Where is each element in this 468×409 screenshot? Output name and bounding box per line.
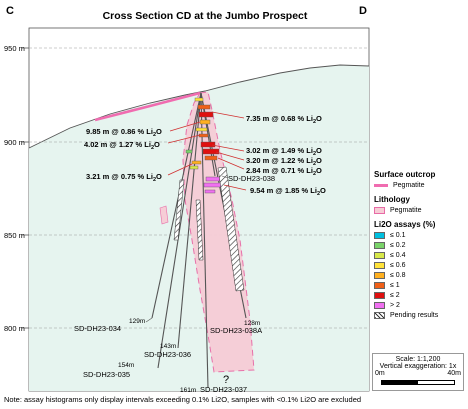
drillhole-label-036: SD-DH23-036 (144, 350, 191, 359)
elevation-label-800: 800 m (4, 324, 25, 333)
legend-lithology-row: Pegmatite (374, 205, 464, 215)
legend-assay-title: Li2O assays (%) (374, 220, 436, 229)
legend-assay-list: ≤ 0.1 ≤ 0.2 ≤ 0.4 ≤ 0.6 ≤ 0.8 ≤ 1 ≤ 2 > 2 Pendin… (372, 230, 464, 320)
surface-outcrop-pegmatite (94, 91, 201, 122)
assay-histograms (185, 97, 227, 194)
drillhole-label-038: SD-DH23-038 (228, 174, 275, 183)
legend-assay-row: ≤ 0.2 (374, 240, 464, 250)
assay-label: Pending results (390, 311, 439, 319)
intercept-label-4: 3.02 m @ 1.49 % Li2O (246, 146, 322, 157)
assay-swatch (374, 261, 385, 269)
drillhole-depth-036: 143m (160, 343, 176, 350)
drillhole-trace-035 (157, 92, 202, 369)
assay-label: > 2 (390, 301, 400, 309)
vertical-exaggeration: Vertical exaggeration: 1x (379, 363, 457, 370)
scale-box: Scale: 1:1,200 Vertical exaggeration: 1x… (372, 353, 464, 391)
legend-assay-row: > 2 (374, 300, 464, 310)
legend-surface-item: Pegmatite (393, 181, 425, 189)
intercept-label-8: 9.54 m @ 1.85 % Li2O (250, 186, 326, 197)
legend-assay-row: ≤ 0.8 (374, 270, 464, 280)
assay-swatch (374, 271, 385, 279)
legend-surface-title: Surface outcrop (374, 170, 436, 179)
footnote: Note: assay histograms only display inte… (4, 395, 362, 404)
assay-label: ≤ 0.2 (390, 241, 406, 249)
page-title: Cross Section CD at the Jumbo Prospect (102, 10, 308, 22)
drillhole-depth-037: 161m (180, 387, 196, 394)
drillhole-depth-035: 154m (118, 362, 134, 369)
assay-swatch (374, 241, 385, 249)
assay-label: ≤ 0.8 (390, 271, 406, 279)
scale-tick-end: 40m (447, 370, 461, 377)
drillhole-depth-038a: 128m (244, 320, 260, 327)
legend-lithology-title: Lithology (374, 195, 410, 204)
scale-bar: 0m 40m (373, 370, 463, 385)
assay-swatch (374, 251, 385, 259)
legend-lithology-item: Pegmatite (390, 206, 422, 214)
scale-tick-start: 0m (375, 370, 385, 377)
intercept-label-3: 4.02 m @ 1.27 % Li2O (84, 140, 160, 151)
assay-swatch (374, 291, 385, 299)
elevation-label-950: 950 m (4, 44, 25, 53)
drillhole-depth-034: 129m (129, 318, 145, 325)
section-start-label: C (6, 5, 14, 17)
drillhole-trace-034 (151, 92, 202, 319)
elevation-label-900: 900 m (4, 138, 25, 147)
drillhole-label-034: SD-DH23-034 (74, 324, 121, 333)
elevation-label-850: 850 m (4, 231, 25, 240)
assay-label: ≤ 1 (390, 281, 400, 289)
legend-assay-row: ≤ 0.1 (374, 230, 464, 240)
legend-surface-row: Pegmatite (374, 180, 464, 190)
unknown-extent-mark: ? (223, 374, 229, 386)
pending-results-intervals (173, 166, 245, 292)
assay-swatch (374, 301, 385, 309)
section-end-label: D (359, 5, 367, 17)
assay-label: ≤ 0.6 (390, 261, 406, 269)
legend-assay-row: Pending results (374, 310, 464, 320)
intercept-label-1: 7.35 m @ 0.68 % Li2O (246, 114, 322, 125)
assay-label: ≤ 0.1 (390, 231, 406, 239)
legend: Surface outcrop Pegmatite Lithology Pegm… (372, 168, 464, 320)
outcrop-swatch (374, 183, 388, 187)
legend-assay-row: ≤ 0.6 (374, 260, 464, 270)
legend-assay-row: ≤ 1 (374, 280, 464, 290)
drillhole-label-037: SD-DH23-037 (200, 385, 247, 394)
intercept-label-6: 2.84 m @ 0.71 % Li2O (246, 166, 322, 177)
legend-assay-row: ≤ 2 (374, 290, 464, 300)
scale-bar-graphic (381, 380, 455, 385)
drillhole-label-035: SD-DH23-035 (83, 370, 130, 379)
assay-label: ≤ 0.4 (390, 251, 406, 259)
assay-swatch (374, 231, 385, 239)
pegmatite-swatch (374, 206, 385, 214)
intercept-label-7: 3.21 m @ 0.75 % Li2O (86, 172, 162, 183)
legend-assay-row: ≤ 0.4 (374, 250, 464, 260)
scale-text: Scale: 1:1,200 (395, 356, 441, 363)
assay-label: ≤ 2 (390, 291, 400, 299)
assay-swatch (374, 311, 385, 319)
drillhole-label-038a: SD-DH23-038A (210, 326, 262, 335)
pegmatite-west-lens (159, 205, 169, 225)
assay-swatch (374, 281, 385, 289)
intercept-label-2: 9.85 m @ 0.86 % Li2O (86, 127, 162, 138)
intercept-label-5: 3.20 m @ 1.22 % Li2O (246, 156, 322, 167)
